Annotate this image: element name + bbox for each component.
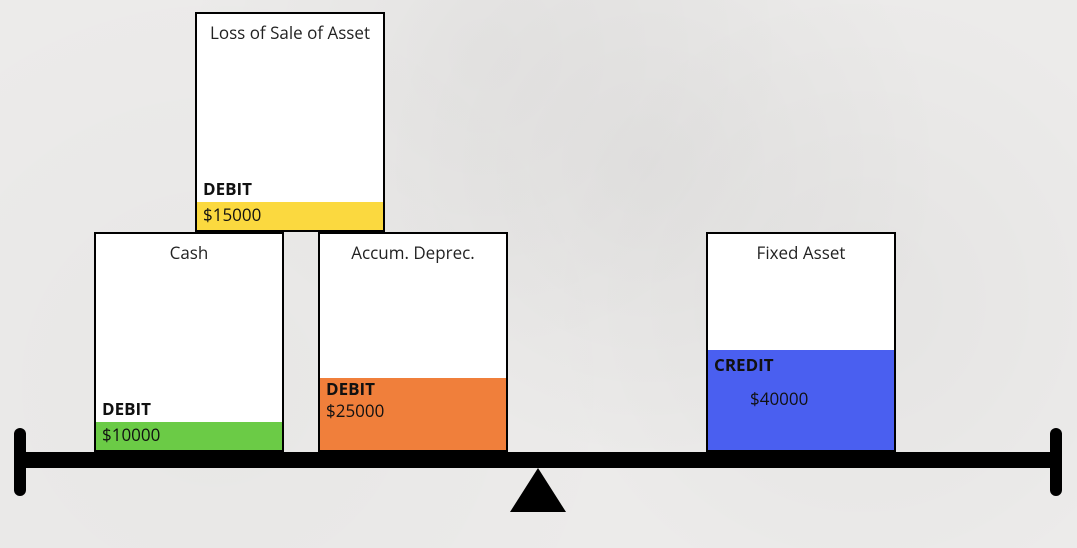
card-accum-deprec-type: DEBIT — [326, 377, 375, 400]
card-loss-type: DEBIT — [203, 177, 252, 200]
card-fixed-asset: Fixed Asset CREDIT $40000 — [706, 232, 896, 452]
card-cash: Cash DEBIT $10000 — [94, 232, 284, 452]
card-cash-title: Cash — [96, 234, 282, 263]
card-cash-amount: $10000 — [102, 423, 160, 446]
card-cash-type: DEBIT — [102, 397, 151, 420]
card-fixed-asset-type: CREDIT — [714, 353, 774, 376]
card-accum-deprec: Accum. Deprec. DEBIT $25000 — [318, 232, 508, 452]
scale-fulcrum — [510, 468, 566, 512]
scale-beam — [14, 452, 1062, 468]
card-accum-deprec-title: Accum. Deprec. — [320, 234, 506, 263]
card-accum-deprec-amount: $25000 — [326, 399, 384, 422]
card-loss-amount: $15000 — [203, 203, 261, 226]
card-fixed-asset-title: Fixed Asset — [708, 234, 894, 263]
scale-left-post — [14, 428, 26, 496]
scale-right-post — [1050, 428, 1062, 496]
card-fixed-asset-amount: $40000 — [750, 387, 808, 410]
card-loss-title: Loss of Sale of Asset — [197, 14, 383, 43]
card-loss: Loss of Sale of Asset DEBIT $15000 — [195, 12, 385, 232]
